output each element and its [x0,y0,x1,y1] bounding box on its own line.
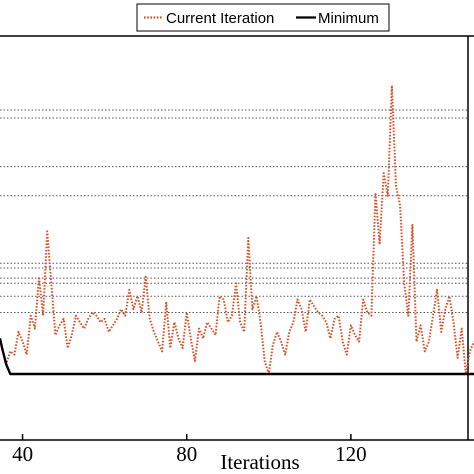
x-axis-ticks: 40 80 120 [12,434,367,466]
series-minimum [0,338,474,376]
x-axis-title: Iterations [220,450,299,474]
series-current-iteration [0,84,474,375]
x-tick-label: 80 [176,442,197,466]
legend-label-current-iteration: Current Iteration [166,10,274,27]
legend-label-minimum: Minimum [318,10,379,27]
x-tick-label: 40 [12,442,33,466]
legend-box [136,3,390,32]
x-tick-label: 120 [335,442,367,466]
legend: Current Iteration Minimum [136,3,390,32]
series-layer [0,84,474,376]
reference-lines [0,109,468,313]
